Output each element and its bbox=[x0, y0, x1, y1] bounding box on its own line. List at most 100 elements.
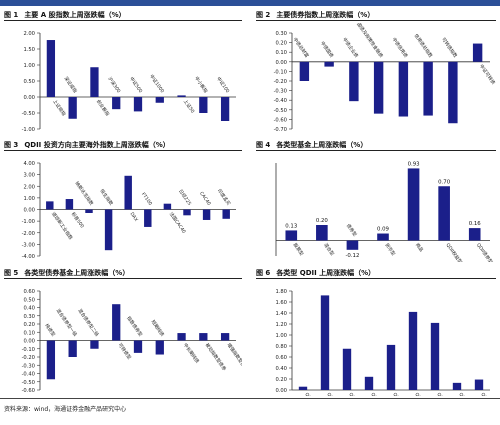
category-label: 股票型 bbox=[292, 242, 306, 258]
y-tick-label: -0.60 bbox=[274, 117, 287, 123]
category-label: 上证50 bbox=[182, 98, 196, 114]
category-label: 混合债券型一级 bbox=[55, 307, 79, 338]
bar bbox=[144, 209, 152, 227]
figure-1-panel: 图 1 主要 A 股指数上周涨跌幅（%） -1.00 -0.50 0.00 0.50 1.… bbox=[4, 10, 242, 135]
figure-4-title-rule bbox=[256, 150, 496, 151]
figure-3-title-rule bbox=[4, 150, 242, 151]
bar bbox=[472, 43, 483, 62]
bar bbox=[349, 61, 359, 102]
bar bbox=[423, 61, 433, 116]
category-label: 国债及政策性金融债 bbox=[355, 23, 385, 59]
y-tick-label: 0.20 bbox=[275, 41, 287, 47]
bar bbox=[112, 304, 121, 341]
bar bbox=[112, 97, 121, 110]
figure-2-title-rule bbox=[256, 20, 496, 21]
y-tick-label: 1.50 bbox=[23, 47, 35, 53]
figure-4-panel: 图 4 各类型基金上周涨跌幅（%） 0.13 股票型 0.20 混合型 -0.12 债券型 0… bbox=[256, 140, 496, 262]
bar bbox=[377, 233, 389, 241]
bar bbox=[65, 199, 74, 210]
category-label: 可转债型 bbox=[117, 342, 134, 361]
bar bbox=[68, 340, 77, 357]
category-label: 可转债指数 bbox=[440, 36, 459, 59]
figure-2-title: 图 2 主要债券指数上周涨跌幅（%） bbox=[256, 10, 374, 20]
bar bbox=[438, 186, 450, 241]
category-label: DAX bbox=[129, 211, 140, 222]
bar bbox=[177, 95, 186, 97]
category-label: 债券型 bbox=[345, 222, 359, 238]
category-label: QDII股票型 bbox=[303, 391, 323, 396]
y-tick-label: 2.00 bbox=[23, 184, 35, 190]
y-tick-label: -4.00 bbox=[22, 254, 35, 260]
bar bbox=[222, 209, 230, 219]
figure-1-chart: -1.00 -0.50 0.00 0.50 1.00 1.50 2.00 上证综指 深证成指创业… bbox=[22, 31, 236, 133]
y-tick-label: 0.00 bbox=[275, 60, 287, 66]
bar bbox=[364, 376, 374, 390]
category-label: 中债总财富 bbox=[292, 36, 311, 59]
y-tick-label: 0.30 bbox=[275, 31, 287, 37]
category-label: FT100 bbox=[140, 192, 153, 207]
category-label: QDII另类型 bbox=[479, 391, 496, 396]
y-tick-label: 1.40 bbox=[275, 311, 287, 317]
data-label: 0.13 bbox=[285, 223, 297, 229]
data-label: 0.09 bbox=[377, 227, 390, 233]
data-label: -0.12 bbox=[345, 253, 359, 259]
y-tick-label: 1.00 bbox=[275, 333, 287, 339]
category-label: 中证500 bbox=[128, 75, 144, 94]
category-label: QDII权益型 bbox=[445, 242, 465, 262]
category-label: 中证100 bbox=[215, 75, 231, 94]
figure-6-number: 图 6 bbox=[256, 269, 271, 277]
figure-6-title: 图 6 各类型 QDII 上周涨跌幅（%） bbox=[256, 268, 375, 278]
bar bbox=[299, 61, 310, 81]
category-label: QDII另类投资 bbox=[369, 391, 391, 396]
y-tick-label: 1.00 bbox=[23, 196, 35, 202]
y-tick-label: 3.00 bbox=[23, 173, 35, 179]
bar bbox=[155, 97, 164, 103]
y-tick-label: 1.20 bbox=[275, 322, 287, 328]
category-label: 商品 bbox=[414, 242, 425, 254]
bar bbox=[133, 340, 143, 353]
y-tick-label: 1.60 bbox=[275, 300, 287, 306]
bar bbox=[124, 175, 132, 210]
bar bbox=[398, 61, 409, 117]
figure-5-title-rule bbox=[4, 278, 242, 279]
bar bbox=[85, 209, 93, 213]
figure-2-chart: -0.70 -0.60 -0.50 -0.40 -0.30 -0.20 -0.10 0.00 0… bbox=[274, 23, 496, 133]
bar bbox=[342, 348, 352, 390]
bar bbox=[320, 295, 330, 390]
figure-1-number: 图 1 bbox=[4, 11, 19, 19]
figure-2-title-text: 主要债券指数上周涨跌幅（%） bbox=[276, 11, 375, 19]
y-tick-label: -0.20 bbox=[22, 355, 35, 361]
category-label: 纳斯达克指数 bbox=[74, 180, 96, 207]
figure-5-panel: 图 5 各类型债券基金上周涨跌幅（%） -0.60 -0.50 -0.40 -0.30-… bbox=[4, 268, 242, 396]
y-tick-label: 0.60 bbox=[275, 355, 287, 361]
category-label: 标普500 bbox=[70, 211, 86, 230]
y-tick-label: -0.60 bbox=[22, 388, 35, 394]
category-label: QDII商品型 bbox=[413, 391, 433, 396]
data-label: 0.70 bbox=[438, 179, 451, 185]
category-label: 中小板指 bbox=[193, 75, 210, 94]
category-label: QDII债券型 bbox=[391, 391, 411, 396]
bar bbox=[177, 333, 186, 341]
bar bbox=[68, 97, 77, 119]
category-label: 中债国债 bbox=[319, 40, 336, 59]
data-label: 0.16 bbox=[469, 221, 482, 227]
footer-rule bbox=[0, 398, 500, 399]
bar bbox=[407, 168, 420, 241]
category-label: 深证成指 bbox=[62, 75, 79, 94]
y-tick-label: -2.00 bbox=[22, 231, 35, 237]
y-tick-label: 0.30 bbox=[23, 314, 35, 320]
bar bbox=[474, 379, 484, 390]
figure-5-number: 图 5 bbox=[4, 269, 19, 277]
figure-6-title-text: 各类型 QDII 上周涨跌幅（%） bbox=[276, 269, 376, 277]
category-label: 日经225 bbox=[177, 188, 193, 207]
bar bbox=[373, 61, 384, 114]
bar bbox=[46, 340, 56, 380]
y-tick-label: 0.60 bbox=[23, 289, 35, 295]
y-tick-label: 2.00 bbox=[23, 31, 35, 37]
y-tick-label: 0.80 bbox=[275, 344, 287, 350]
category-label: QDII债券型 bbox=[475, 242, 495, 262]
bar bbox=[133, 97, 143, 112]
category-label: 沪深300 bbox=[106, 75, 122, 94]
y-tick-label: -0.50 bbox=[274, 108, 287, 114]
y-tick-label: -0.40 bbox=[22, 372, 35, 378]
